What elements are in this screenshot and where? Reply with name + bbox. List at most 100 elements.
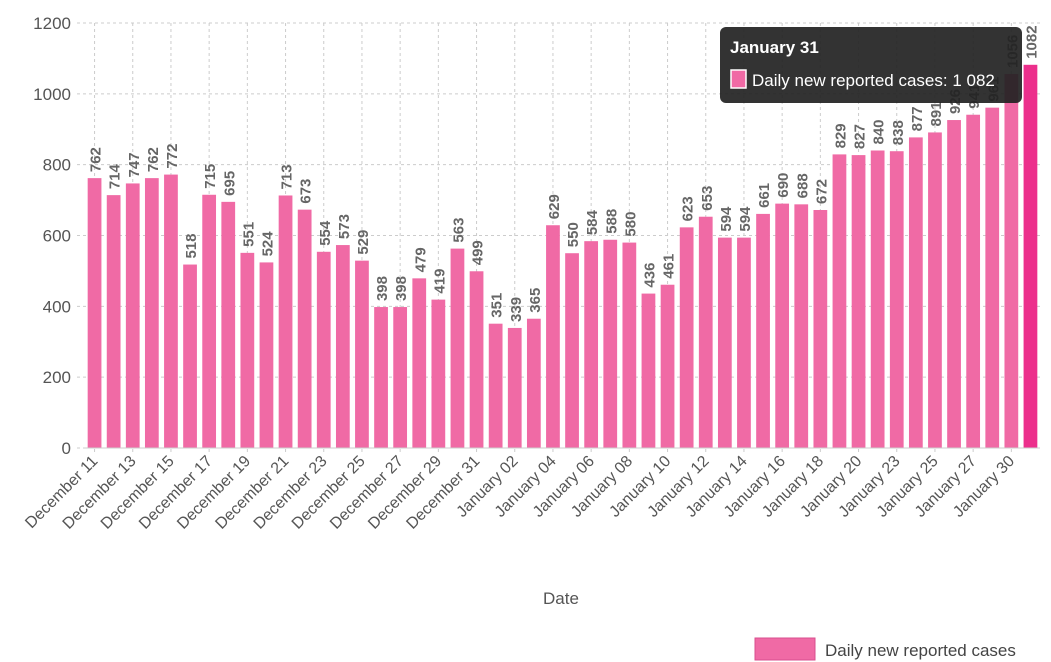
bar	[622, 242, 637, 448]
value-label: 550	[565, 222, 582, 247]
value-label: 838	[890, 120, 907, 145]
bar	[259, 262, 274, 448]
bar	[546, 225, 560, 448]
value-label: 672	[813, 179, 830, 204]
value-label: 1082	[1023, 25, 1040, 58]
value-label: 695	[221, 171, 238, 196]
legend-label: Daily new reported cases	[825, 641, 1016, 660]
value-label: 661	[756, 183, 773, 208]
value-label: 653	[699, 186, 716, 211]
value-label: 365	[527, 288, 544, 313]
tooltip-box	[720, 27, 1022, 103]
bar	[278, 195, 293, 448]
value-label: 551	[240, 222, 257, 247]
y-tick-label: 1000	[33, 85, 71, 104]
bar	[335, 245, 350, 448]
bar	[660, 284, 675, 448]
y-tick-label: 0	[62, 439, 71, 458]
value-label: 762	[88, 147, 105, 172]
value-label: 398	[374, 276, 391, 301]
value-label: 419	[431, 269, 448, 294]
bar	[526, 318, 541, 448]
bar	[985, 107, 1000, 448]
bar	[202, 194, 217, 448]
value-label: 499	[470, 240, 487, 265]
value-label: 339	[508, 297, 525, 322]
value-label: 688	[794, 173, 811, 198]
value-label: 554	[317, 220, 334, 246]
bar	[794, 204, 809, 448]
bar	[679, 227, 694, 448]
y-tick-label: 1200	[33, 14, 71, 33]
bar	[1023, 64, 1038, 449]
bar	[584, 241, 599, 448]
bar	[928, 132, 942, 448]
bar	[355, 260, 369, 448]
bar	[870, 150, 885, 448]
y-tick-label: 800	[43, 156, 71, 175]
value-label: 518	[183, 234, 200, 259]
y-tick-label: 200	[43, 368, 71, 387]
value-label: 840	[871, 119, 888, 144]
value-label: 580	[622, 212, 639, 237]
value-label: 351	[489, 293, 506, 318]
bar	[412, 278, 427, 448]
bar	[316, 251, 331, 448]
bar	[507, 327, 522, 448]
bar	[374, 307, 388, 448]
value-label: 584	[584, 209, 601, 235]
value-label: 827	[852, 124, 869, 149]
bar	[240, 252, 255, 448]
value-label: 629	[546, 194, 563, 219]
bar	[717, 237, 732, 448]
legend-swatch	[754, 637, 816, 661]
value-label: 673	[298, 179, 315, 204]
value-label: 690	[775, 173, 792, 198]
bar	[641, 293, 656, 448]
value-label: 436	[641, 263, 658, 288]
value-label: 762	[145, 147, 162, 172]
bar	[737, 237, 751, 448]
tooltip-swatch	[730, 69, 747, 89]
bar	[183, 264, 197, 448]
value-label: 772	[164, 144, 181, 169]
bar	[832, 154, 847, 449]
bar	[813, 210, 828, 448]
bar	[450, 248, 465, 448]
bar	[125, 183, 140, 448]
value-label: 829	[832, 123, 849, 148]
value-label: 588	[603, 209, 620, 234]
bar	[106, 195, 121, 448]
value-label: 714	[107, 163, 124, 189]
bar	[431, 299, 446, 448]
value-label: 529	[355, 230, 372, 255]
bar	[966, 114, 981, 449]
bar	[469, 271, 484, 448]
bar	[889, 151, 904, 449]
y-tick-label: 400	[43, 297, 71, 316]
bar	[565, 253, 579, 448]
value-label: 573	[336, 214, 353, 239]
value-label: 524	[259, 231, 276, 257]
bar	[603, 239, 618, 448]
bar	[851, 155, 866, 448]
bar	[775, 203, 790, 448]
value-label: 594	[718, 206, 735, 232]
bar	[221, 201, 236, 448]
bar	[393, 307, 408, 448]
bar	[756, 213, 770, 448]
value-label: 479	[412, 247, 429, 272]
value-label: 623	[680, 196, 697, 221]
bar	[87, 178, 102, 448]
value-label: 461	[661, 254, 678, 279]
bar	[698, 216, 713, 448]
value-label: 594	[737, 206, 754, 232]
value-label: 715	[202, 164, 219, 189]
value-label: 713	[279, 164, 296, 189]
tooltip: January 31 Daily new reported cases: 1 08…	[720, 27, 1022, 103]
y-tick-label: 600	[43, 227, 71, 246]
bar	[297, 209, 312, 448]
value-label: 891	[928, 101, 945, 126]
value-label: 747	[126, 152, 143, 177]
